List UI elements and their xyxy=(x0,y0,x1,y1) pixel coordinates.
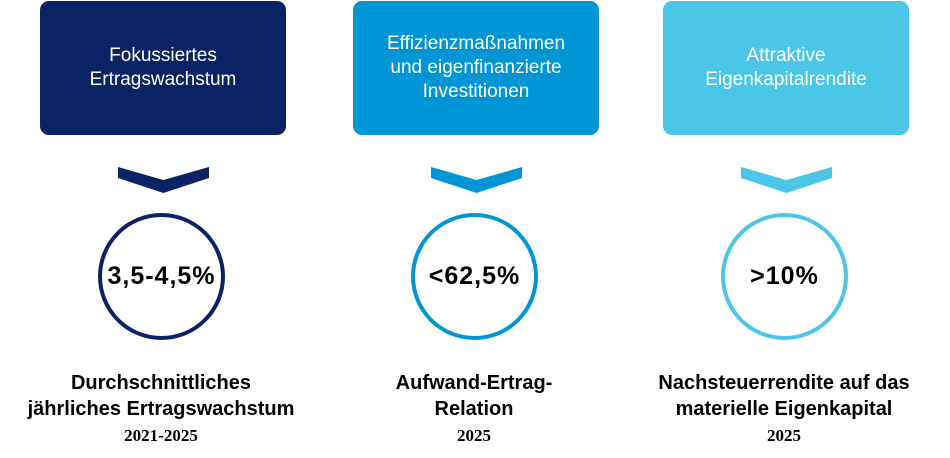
chevron-down-icon xyxy=(741,167,832,193)
metric-year: 2021-2025 xyxy=(124,426,198,445)
chevron-shape xyxy=(431,167,522,193)
chevron-shape xyxy=(118,167,209,193)
chevron-shape xyxy=(741,167,832,193)
category-box: Fokussiertes Ertragswachstum xyxy=(40,1,286,135)
target-value: >10% xyxy=(750,262,819,290)
chevron-down-icon xyxy=(431,167,522,193)
target-circle: <62,5% xyxy=(411,213,538,340)
target-value: 3,5-4,5% xyxy=(107,262,216,290)
metric-year: 2025 xyxy=(457,426,491,445)
metric-label: Nachsteuerrendite auf das materielle Eig… xyxy=(658,372,910,420)
category-box: Effizienzmaßnahmen und eigenfinanzierte … xyxy=(353,1,599,135)
metric-year: 2025 xyxy=(767,426,801,445)
target-column-return-on-equity: Attraktive Eigenkapitalrendite >10% Nach… xyxy=(629,0,939,458)
target-circle: >10% xyxy=(721,213,848,340)
target-column-cost-income: Effizienzmaßnahmen und eigenfinanzierte … xyxy=(319,0,629,458)
target-circle: 3,5-4,5% xyxy=(98,213,225,340)
chevron-down-icon xyxy=(118,167,209,193)
metric-label: Durchschnittliches jährliches Ertragswac… xyxy=(27,372,295,420)
category-box: Attraktive Eigenkapitalrendite xyxy=(663,1,909,135)
metric-label: Aufwand-Ertrag- Relation xyxy=(395,372,553,420)
target-value: <62,5% xyxy=(428,262,521,290)
target-column-revenue-growth: Fokussiertes Ertragswachstum 3,5-4,5% Du… xyxy=(6,0,316,458)
